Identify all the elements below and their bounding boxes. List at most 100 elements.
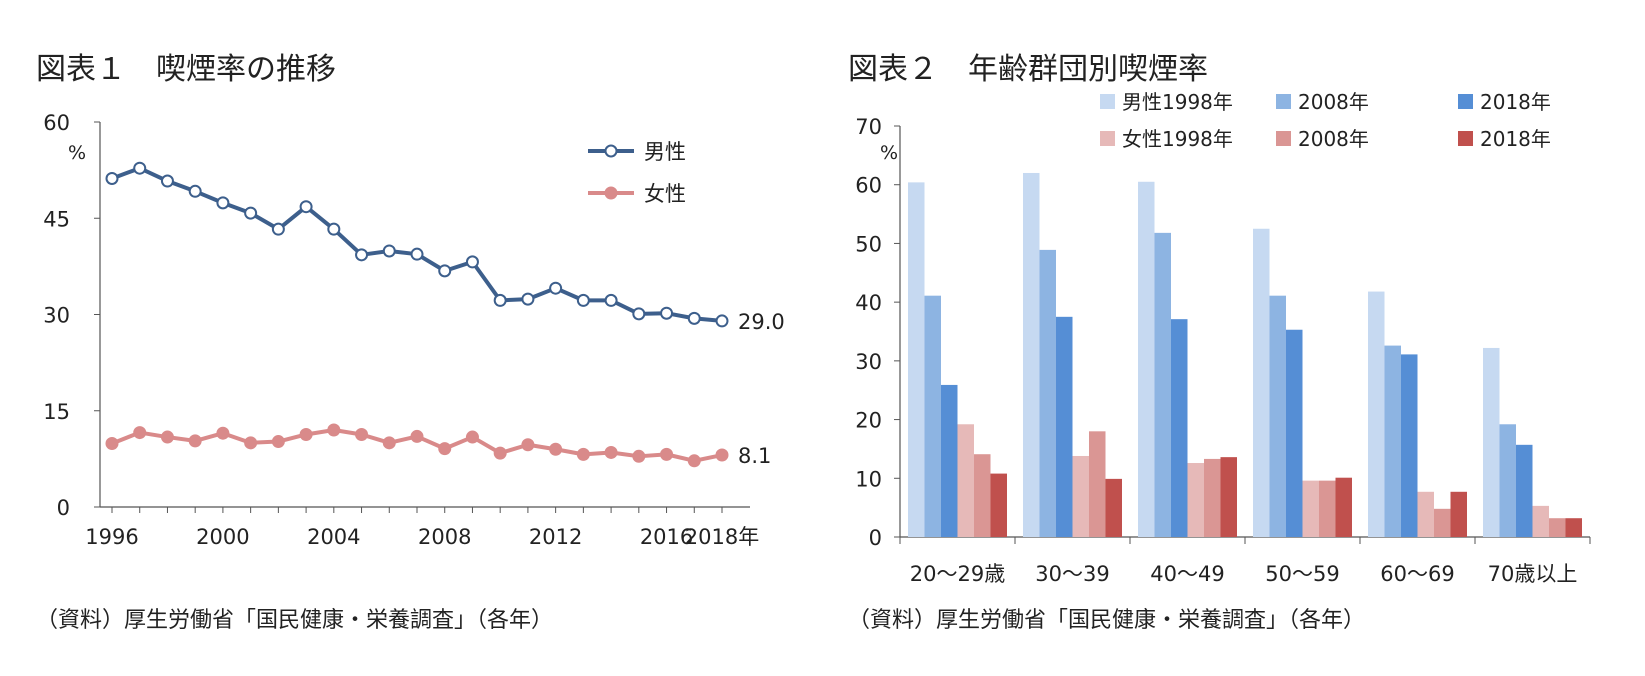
data-point bbox=[271, 222, 285, 236]
x-tick-label: 2004 bbox=[307, 525, 360, 549]
data-point bbox=[521, 292, 535, 306]
legend-label: 女性 bbox=[644, 182, 686, 206]
data-point bbox=[465, 430, 479, 444]
bar bbox=[1138, 181, 1155, 537]
end-value-label: 8.1 bbox=[738, 444, 771, 468]
data-point bbox=[576, 447, 590, 461]
data-point bbox=[465, 255, 479, 269]
bar bbox=[924, 295, 941, 537]
x-tick-label: 2018年 bbox=[685, 525, 759, 549]
bar bbox=[957, 424, 974, 537]
x-tick-label: 2008 bbox=[418, 525, 471, 549]
x-tick-label: 2000 bbox=[196, 525, 249, 549]
x-category-label: 40～49 bbox=[1150, 562, 1224, 586]
data-point bbox=[133, 161, 147, 175]
data-point bbox=[382, 436, 396, 450]
data-point bbox=[355, 248, 369, 262]
data-point bbox=[355, 427, 369, 441]
legend-label: 女性1998年 bbox=[1122, 127, 1233, 151]
data-point bbox=[687, 311, 701, 325]
data-point bbox=[604, 293, 618, 307]
y-tick-label: 10 bbox=[855, 467, 882, 491]
data-point bbox=[188, 184, 202, 198]
x-category-label: 20～29歳 bbox=[910, 562, 1005, 586]
bar bbox=[1023, 172, 1040, 537]
data-point bbox=[382, 244, 396, 258]
x-category-label: 50～59 bbox=[1265, 562, 1339, 586]
x-category-label: 70歳以上 bbox=[1488, 562, 1578, 586]
legend-swatch bbox=[1458, 94, 1473, 109]
data-point bbox=[327, 423, 341, 437]
data-point bbox=[105, 436, 119, 450]
end-value-label: 29.0 bbox=[738, 310, 785, 334]
bar bbox=[1450, 491, 1467, 537]
y-tick-label: 30 bbox=[855, 350, 882, 374]
bar bbox=[1335, 477, 1352, 537]
y-tick-label: 30 bbox=[43, 304, 70, 328]
bar bbox=[1384, 345, 1401, 537]
legend-label: 2018年 bbox=[1480, 127, 1551, 151]
data-point bbox=[715, 448, 729, 462]
bar bbox=[1549, 518, 1566, 537]
legend-swatch bbox=[1458, 131, 1473, 146]
y-tick-label: 60 bbox=[855, 174, 882, 198]
data-point bbox=[660, 447, 674, 461]
bar bbox=[1368, 291, 1385, 537]
data-point bbox=[271, 435, 285, 449]
legend-marker bbox=[604, 144, 618, 158]
data-point bbox=[493, 446, 507, 460]
bar bbox=[941, 384, 958, 537]
bar bbox=[1253, 228, 1270, 537]
data-point bbox=[244, 206, 258, 220]
data-point bbox=[687, 454, 701, 468]
data-point bbox=[604, 445, 618, 459]
x-tick-label: 1996 bbox=[85, 525, 138, 549]
bar bbox=[1434, 508, 1451, 537]
data-point bbox=[493, 293, 507, 307]
data-point bbox=[438, 264, 452, 278]
bar bbox=[1302, 480, 1319, 537]
y-tick-label: 15 bbox=[43, 400, 70, 424]
x-tick-label: 2012 bbox=[529, 525, 582, 549]
x-category-label: 60～69 bbox=[1380, 562, 1454, 586]
figure2-title: 図表２ 年齢群団別喫煙率 bbox=[848, 52, 1208, 87]
bar bbox=[1056, 316, 1073, 537]
data-point bbox=[715, 314, 729, 328]
data-point bbox=[299, 427, 313, 441]
y-tick-label: 45 bbox=[43, 207, 70, 231]
bar bbox=[1072, 455, 1089, 537]
legend-marker bbox=[604, 186, 618, 200]
data-point bbox=[549, 442, 563, 456]
bar bbox=[974, 454, 991, 537]
bar bbox=[1220, 457, 1237, 537]
data-point bbox=[632, 307, 646, 321]
y-tick-label: 70 bbox=[855, 115, 882, 139]
data-point bbox=[160, 174, 174, 188]
bar bbox=[1532, 505, 1549, 537]
x-tick-label: 2016 bbox=[640, 525, 693, 549]
data-point bbox=[299, 200, 313, 214]
data-point bbox=[438, 442, 452, 456]
data-point bbox=[160, 430, 174, 444]
data-point bbox=[133, 426, 147, 440]
legend-swatch bbox=[1100, 131, 1115, 146]
legend-label: 2008年 bbox=[1298, 90, 1369, 114]
bar bbox=[990, 473, 1007, 537]
y-tick-label: 20 bbox=[855, 409, 882, 433]
bar bbox=[1171, 319, 1188, 537]
data-point bbox=[549, 281, 563, 295]
x-category-label: 30～39 bbox=[1035, 562, 1109, 586]
bar bbox=[1154, 232, 1171, 538]
bar bbox=[1269, 295, 1286, 537]
data-point bbox=[188, 434, 202, 448]
bar bbox=[1039, 249, 1056, 537]
y-axis-unit: % bbox=[68, 142, 86, 164]
bar bbox=[1286, 329, 1303, 537]
data-point bbox=[410, 429, 424, 443]
y-tick-label: 0 bbox=[57, 496, 70, 520]
data-point bbox=[410, 247, 424, 261]
bar bbox=[908, 182, 925, 537]
legend-label: 男性1998年 bbox=[1122, 90, 1233, 114]
